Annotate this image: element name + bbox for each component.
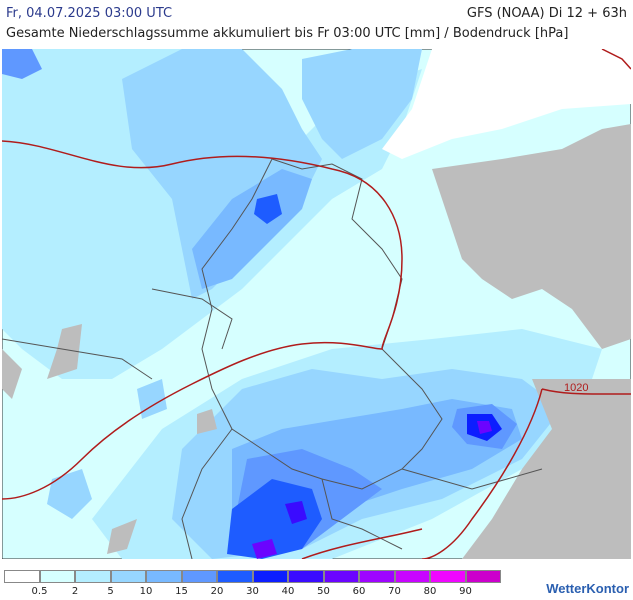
legend-swatch: [4, 570, 40, 583]
header: Fr, 04.07.2025 03:00 UTC GFS (NOAA) Di 1…: [0, 0, 633, 48]
legend-label: 5: [107, 586, 114, 597]
legend-label: 70: [388, 586, 401, 597]
sea-north: [2, 49, 42, 79]
legend-label: 90: [459, 586, 472, 597]
legend-label: 10: [139, 586, 153, 597]
precip-area-10mm: [122, 49, 322, 299]
precip-area-10mm-north: [302, 49, 422, 159]
precip-area-10mm-mid: [137, 379, 167, 419]
precip-area-30mm: [254, 194, 282, 224]
precip-area-60mm-south: [252, 539, 277, 559]
valid-datetime: Fr, 04.07.2025 03:00 UTC: [6, 6, 173, 21]
legend-swatch: [359, 570, 395, 583]
legend-label: 50: [317, 586, 330, 597]
legend-swatch: [252, 570, 288, 583]
precip-area-50mm: [285, 501, 307, 524]
legend-swatch: [75, 570, 111, 583]
land-outside-southeast: [462, 379, 631, 559]
legend-swatch: [465, 570, 501, 583]
legend-label: 0.5: [31, 586, 48, 597]
country-borders: [2, 158, 543, 559]
legend-swatch: [110, 570, 146, 583]
precip-area-30mm-south: [227, 479, 322, 559]
legend-label: 2: [71, 586, 79, 597]
land-outside-east: [432, 124, 631, 349]
precip-area-15mm: [192, 169, 312, 289]
legend-label: 80: [423, 586, 437, 597]
legend-swatch: [217, 570, 253, 583]
legend-label: 15: [175, 586, 188, 597]
model-run-label: GFS (NOAA) Di 12 + 63h: [466, 6, 627, 21]
precip-area-10mm-west: [47, 469, 92, 519]
precipitation-map: 1020: [2, 49, 631, 559]
legend-swatch: [39, 570, 75, 583]
legend-swatch: [181, 570, 217, 583]
sea-baltic: [382, 49, 631, 159]
isobars: [2, 49, 631, 559]
legend-label: 30: [246, 586, 259, 597]
brand-logo: WetterKontor: [546, 581, 629, 596]
land-outside-southwest: [107, 519, 137, 554]
legend-label: 20: [210, 586, 224, 597]
legend-label: 60: [352, 586, 366, 597]
legend-label: 40: [281, 586, 295, 597]
legend-swatch: [323, 570, 359, 583]
precip-area-60mm: [477, 421, 492, 434]
land-outside-west-2: [2, 349, 22, 399]
land-outside-mid: [197, 409, 217, 434]
precipitation-legend: 0.5 2 5 10 15 20 30 40 50 60 70 80 90 WetterKontor: [0, 566, 633, 600]
legend-swatch: [394, 570, 430, 583]
isobar-label-1020: 1020: [564, 382, 588, 394]
map-subtitle: Gesamte Niederschlagssumme akkumuliert b…: [6, 26, 569, 41]
legend-swatch: [288, 570, 324, 583]
legend-swatch: [430, 570, 466, 583]
legend-swatch: [146, 570, 182, 583]
land-outside-west: [47, 324, 82, 379]
